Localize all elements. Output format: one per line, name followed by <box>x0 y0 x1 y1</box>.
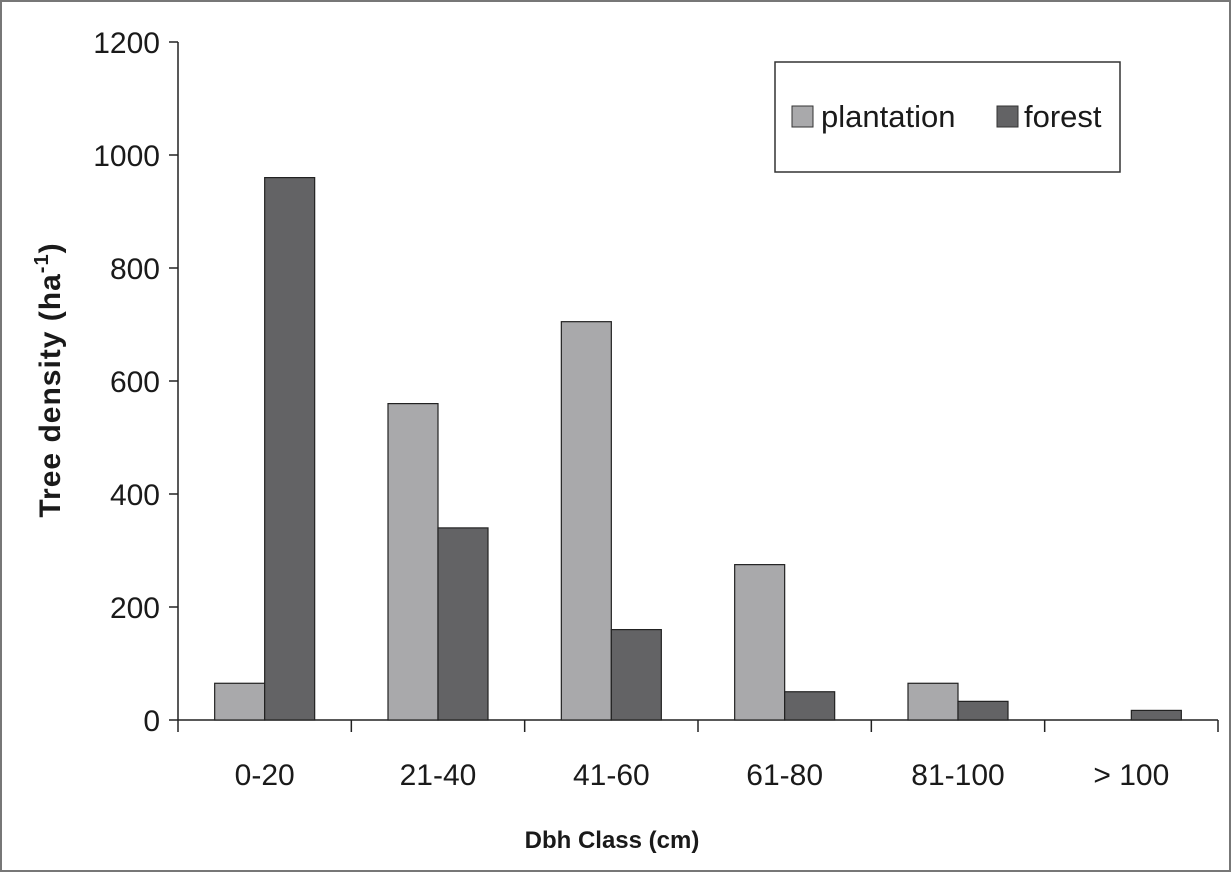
bar-forest-2140 <box>437 527 489 721</box>
legend-swatch-forest <box>996 105 1019 128</box>
x-tick-label: 0-20 <box>235 759 295 792</box>
bar-forest-4160 <box>610 628 662 721</box>
bar-forest-81100 <box>957 700 1009 721</box>
x-axis-title: Dbh Class (cm) <box>525 827 700 854</box>
x-tick-label: 81-100 <box>911 759 1004 792</box>
x-tick-label: 41-60 <box>573 759 650 792</box>
bar-plantation-81100 <box>907 682 959 721</box>
bar-plantation-2140 <box>387 403 439 721</box>
y-axis-title: Tree density (ha-1) <box>31 242 67 517</box>
y-axis-title-close: ) <box>34 242 67 253</box>
legend-label-forest: forest <box>1024 99 1102 134</box>
legend-box <box>774 61 1121 173</box>
y-tick-label: 1000 <box>93 140 160 173</box>
y-tick-label: 200 <box>110 592 160 625</box>
bar-forest-020 <box>264 177 316 721</box>
y-axis-title-superscript: -1 <box>31 253 53 273</box>
y-tick-label: 800 <box>110 253 160 286</box>
bar-plantation-6180 <box>734 564 786 721</box>
legend-swatch-plantation <box>791 105 814 128</box>
legend-label-plantation: plantation <box>821 99 955 134</box>
y-axis: 0 200 400 600 800 1000 1200 <box>93 27 179 738</box>
y-tick-label: 600 <box>110 366 160 399</box>
x-tick-label: 61-80 <box>746 759 823 792</box>
bar-plantation-020 <box>214 682 266 721</box>
bar-plantation-4160 <box>560 321 612 721</box>
bars <box>214 177 1182 721</box>
x-tick-label: > 100 <box>1093 759 1169 792</box>
y-axis-title-main: Tree density (ha <box>34 273 67 517</box>
bar-forest-100 <box>1130 709 1182 721</box>
bar-forest-6180 <box>784 691 836 721</box>
legend: plantation forest <box>774 61 1121 173</box>
y-tick-label: 400 <box>110 479 160 512</box>
y-tick-label: 1200 <box>93 27 160 60</box>
y-tick-label: 0 <box>143 705 160 738</box>
x-axis: 0-20 21-40 41-60 61-80 81-100 > 100 <box>177 719 1219 792</box>
x-tick-label: 21-40 <box>400 759 477 792</box>
